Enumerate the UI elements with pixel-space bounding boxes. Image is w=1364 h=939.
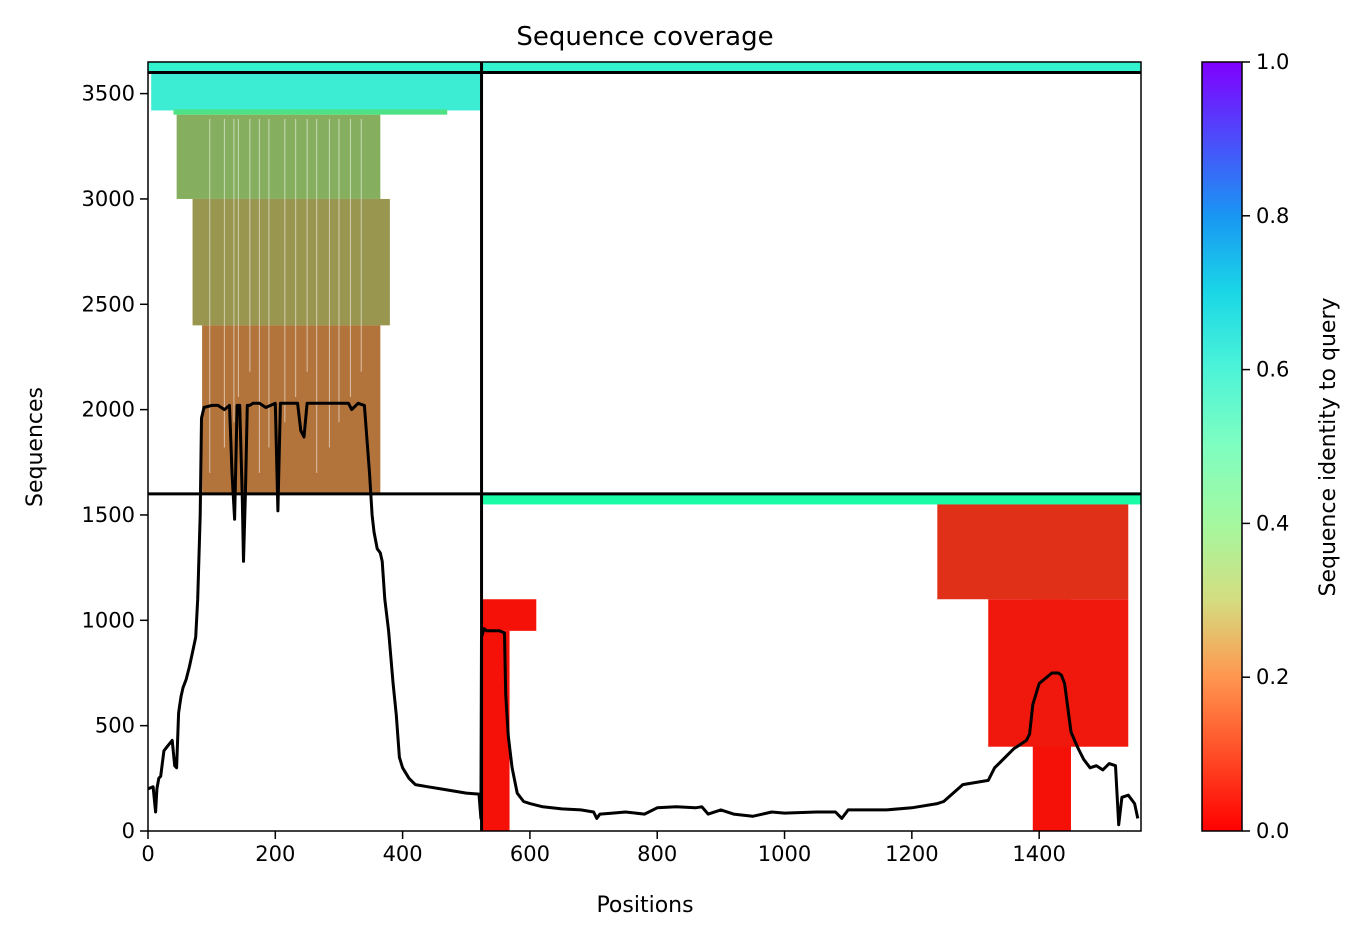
x-tick-label: 400 (383, 842, 423, 866)
colorbar-tick-label: 0.4 (1256, 511, 1289, 535)
y-tick-label: 2500 (82, 292, 135, 316)
y-axis: 0 500 1000 1500 2000 2500 3000 3500 (82, 82, 148, 843)
x-tick-label: 1400 (1012, 842, 1065, 866)
coverage-texture (209, 118, 362, 473)
y-tick-label: 3500 (82, 82, 135, 106)
y-tick-label: 0 (122, 819, 135, 843)
colorbar: 0.0 0.2 0.4 0.6 0.8 1.0 Sequence identity to … (1201, 50, 1341, 843)
coverage-block-chain-b-c-term-domain (937, 504, 1129, 600)
y-tick-label: 1500 (82, 503, 135, 527)
x-axis: 0 200 400 600 800 1000 1200 1400 (141, 831, 1066, 866)
coverage-block-chain-a-high-identity (151, 72, 482, 111)
colorbar-tick-label: 0.0 (1256, 819, 1289, 843)
coverage-line (148, 401, 1140, 827)
plot-area (148, 62, 1141, 831)
coverage-block-chain-a-middle (192, 198, 390, 326)
chart-title: Sequence coverage (516, 22, 773, 52)
y-tick-label: 1000 (82, 608, 135, 632)
colorbar-tick-label: 0.2 (1256, 665, 1289, 689)
x-tick-label: 1200 (885, 842, 938, 866)
colorbar-gradient (1201, 61, 1243, 832)
x-tick-label: 0 (141, 842, 154, 866)
coverage-block-chain-a-paired (148, 62, 482, 73)
x-tick-label: 200 (255, 842, 295, 866)
colorbar-tick-label: 1.0 (1256, 50, 1289, 74)
x-tick-label: 1000 (758, 842, 811, 866)
plot-frame (147, 61, 1142, 832)
x-tick-label: 600 (510, 842, 550, 866)
y-tick-label: 2000 (82, 398, 135, 422)
coverage-block-chain-a-upper (176, 114, 381, 199)
x-axis-label: Positions (596, 893, 693, 918)
x-tick-label: 800 (637, 842, 677, 866)
coverage-block-chain-b-n-term-sparse (481, 599, 537, 631)
colorbar-tick-label: 0.8 (1256, 204, 1289, 228)
coverage-block-chain-b-high-identity (481, 493, 1141, 505)
y-axis-label: Sequences (23, 387, 48, 507)
y-tick-label: 500 (95, 714, 135, 738)
colorbar-label: Sequence identity to query (1316, 297, 1341, 596)
colorbar-ticks: 0.0 0.2 0.4 0.6 0.8 1.0 (1242, 50, 1289, 843)
y-tick-label: 3000 (82, 187, 135, 211)
coverage-block-chain-a-mid-identity (173, 109, 448, 115)
colorbar-tick-label: 0.6 (1256, 358, 1289, 382)
coverage-block-chain-b-paired (481, 62, 1141, 73)
